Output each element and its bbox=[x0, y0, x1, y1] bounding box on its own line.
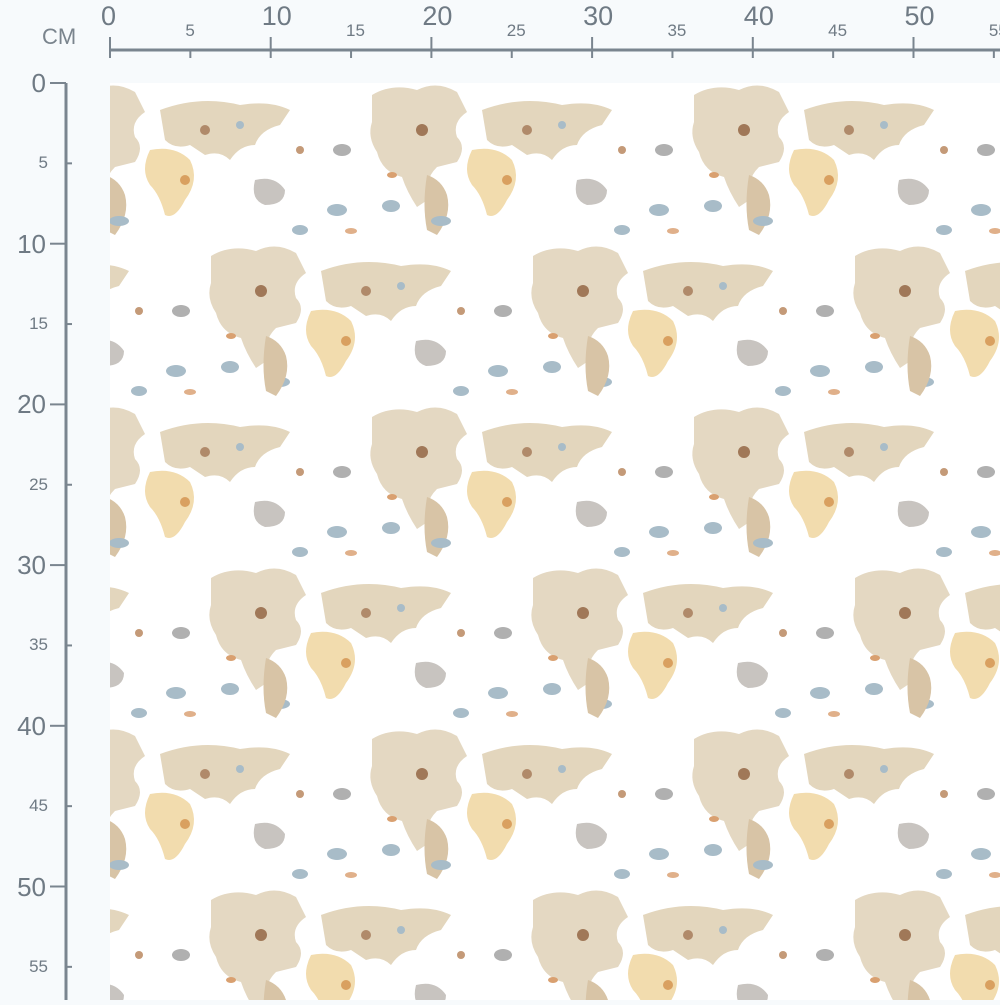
vertical-tick-label: 5 bbox=[38, 153, 48, 173]
vertical-tick-label: 45 bbox=[29, 796, 48, 816]
horizontal-tick-label: 15 bbox=[346, 21, 365, 40]
vertical-tick-label: 50 bbox=[17, 871, 46, 902]
horizontal-tick-label: 5 bbox=[185, 21, 195, 40]
horizontal-tick-label: 50 bbox=[904, 1, 935, 31]
vertical-tick-label: 15 bbox=[29, 314, 48, 334]
vertical-ruler bbox=[50, 82, 72, 1000]
horizontal-tick-label: 35 bbox=[667, 21, 687, 40]
horizontal-tick-label: 20 bbox=[422, 1, 453, 31]
vertical-tick-label: 0 bbox=[31, 68, 46, 98]
horizontal-tick-label: 25 bbox=[506, 21, 526, 40]
vertical-tick-label: 20 bbox=[17, 389, 46, 420]
horizontal-ruler bbox=[109, 37, 1000, 58]
horizontal-tick-label: 45 bbox=[828, 21, 848, 40]
horizontal-tick-label: 30 bbox=[583, 1, 614, 31]
vertical-tick-label: 10 bbox=[17, 228, 46, 259]
pattern-fill bbox=[110, 83, 1000, 1000]
vertical-tick-label: 55 bbox=[29, 956, 48, 976]
vertical-tick-label: 30 bbox=[17, 550, 46, 581]
horizontal-tick-label: 0 bbox=[101, 1, 117, 31]
unit-label: CM bbox=[42, 24, 77, 49]
vertical-tick-label: 40 bbox=[17, 710, 46, 741]
horizontal-tick-label: 55 bbox=[988, 21, 1000, 40]
horizontal-tick-label: 40 bbox=[743, 1, 774, 31]
fabric-pattern bbox=[110, 83, 1000, 1000]
fabric-preview bbox=[110, 83, 1000, 1000]
vertical-tick-label: 35 bbox=[29, 635, 48, 655]
horizontal-tick-label: 10 bbox=[261, 1, 292, 31]
vertical-tick-label: 25 bbox=[29, 474, 48, 494]
